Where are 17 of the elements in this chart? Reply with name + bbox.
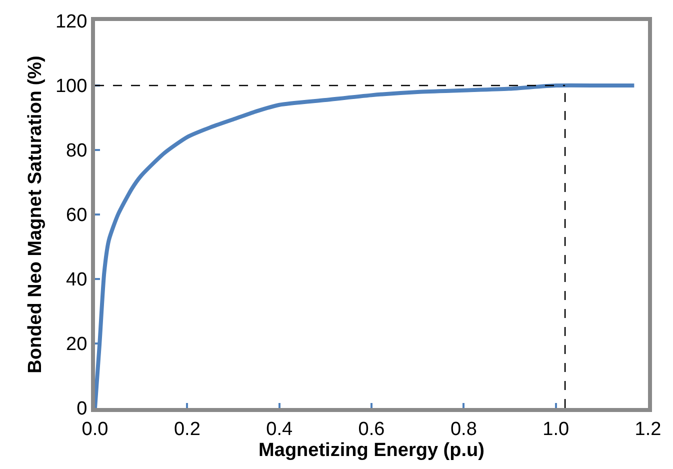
x-tick-label: 1.0 bbox=[542, 418, 570, 440]
y-tick-label: 100 bbox=[55, 76, 88, 98]
x-tick-label: 0.2 bbox=[174, 418, 200, 440]
y-tick-label: 40 bbox=[66, 270, 88, 291]
y-tick-label: 60 bbox=[66, 205, 88, 226]
y-tick-label: 80 bbox=[66, 140, 88, 162]
x-tick-label: 0.4 bbox=[266, 418, 293, 440]
x-tick-label: 1.2 bbox=[634, 418, 662, 440]
line-series bbox=[95, 83, 636, 408]
x-tick-label: 0.6 bbox=[358, 418, 385, 440]
y-axis-title: Bonded Neo Magnet Saturation (%) bbox=[24, 56, 46, 374]
x-axis-title: Magnetizing Energy (p.u) bbox=[258, 440, 484, 461]
x-tick-label: 0.0 bbox=[82, 418, 108, 440]
y-tick-label: 0 bbox=[76, 398, 88, 420]
y-tick-label: 120 bbox=[55, 12, 88, 33]
y-tick-label: 20 bbox=[66, 334, 88, 356]
x-tick-label: 0.8 bbox=[450, 418, 477, 440]
